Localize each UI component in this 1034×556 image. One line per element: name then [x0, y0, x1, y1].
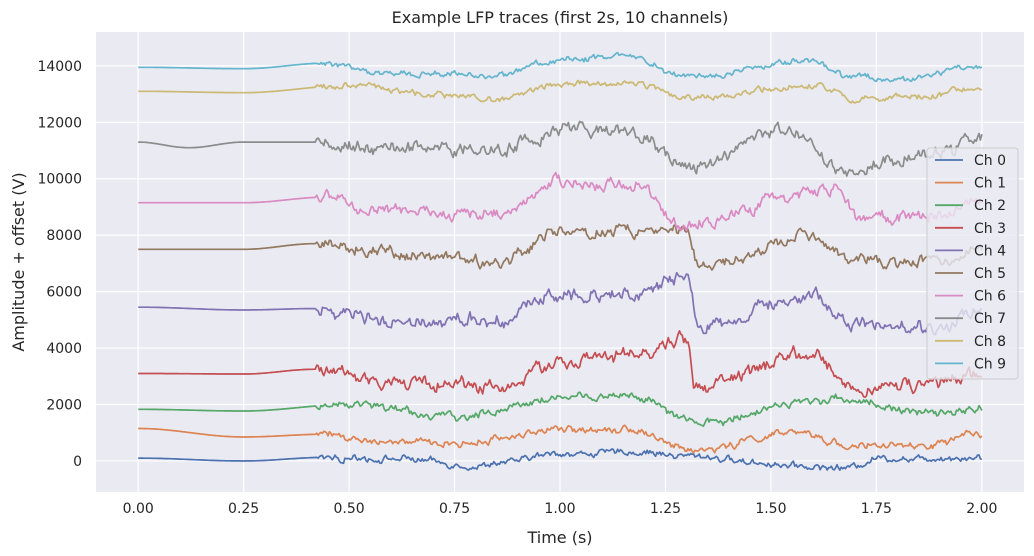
trace-line-ch-5	[138, 223, 983, 271]
legend-label: Ch 5	[974, 266, 1006, 282]
legend-label: Ch 6	[974, 289, 1006, 305]
x-tick-labels: 0.00 0.25 0.50 0.75 1.00 1.25 1.50 1.75 2.00	[123, 501, 998, 517]
y-tick-labels: 0 2000 4000 6000 8000 10000 12000 14000	[37, 59, 82, 470]
x-tick-label: 1.75	[861, 501, 892, 517]
legend-label: Ch 4	[974, 243, 1006, 259]
trace-line-ch-9	[138, 51, 983, 83]
x-tick-label: 2.00	[966, 501, 997, 517]
trace-line-ch-2	[138, 391, 983, 427]
x-gridlines	[137, 32, 983, 492]
chart-title: Example LFP traces (first 2s, 10 channel…	[392, 8, 729, 27]
x-axis-label: Time (s)	[526, 528, 592, 547]
x-tick-label: 0.50	[334, 501, 365, 517]
y-tick-label: 8000	[46, 228, 82, 244]
trace-line-ch-3	[138, 330, 983, 399]
y-tick-label: 0	[73, 454, 82, 470]
y-tick-label: 10000	[37, 172, 82, 188]
trace-line-ch-1	[138, 424, 983, 454]
legend-label: Ch 2	[974, 198, 1006, 214]
legend-label: Ch 7	[974, 311, 1006, 327]
y-tick-label: 6000	[46, 285, 82, 301]
x-tick-label: 0.25	[228, 501, 259, 517]
trace-lines	[138, 51, 983, 471]
trace-line-ch-4	[138, 271, 983, 336]
y-tick-label: 2000	[46, 398, 82, 414]
legend-label: Ch 1	[974, 176, 1006, 192]
x-tick-label: 1.25	[650, 501, 681, 517]
chart-legend: Ch 0 Ch 1 Ch 2 Ch 3 Ch 4 Ch 5 Ch 6 Ch 7 Ch 8 Ch 9	[926, 147, 1019, 380]
trace-line-ch-6	[138, 171, 983, 232]
x-tick-label: 1.50	[755, 501, 786, 517]
trace-line-ch-8	[138, 79, 982, 104]
x-tick-label: 1.00	[544, 501, 575, 517]
x-tick-label: 0.75	[439, 501, 470, 517]
legend-label: Ch 8	[974, 334, 1006, 350]
trace-line-ch-0	[138, 448, 983, 471]
legend-label: Ch 9	[974, 356, 1006, 372]
y-tick-label: 4000	[46, 341, 82, 357]
legend-label: Ch 3	[974, 221, 1006, 237]
y-tick-label: 14000	[37, 59, 82, 75]
legend-label: Ch 0	[974, 153, 1006, 169]
legend-entries: Ch 0 Ch 1 Ch 2 Ch 3 Ch 4 Ch 5 Ch 6 Ch 7 Ch 8 Ch 9	[935, 153, 1006, 372]
y-tick-label: 12000	[37, 115, 82, 131]
y-axis-label: Amplitude + offset (V)	[9, 172, 28, 351]
x-tick-label: 0.00	[123, 501, 154, 517]
trace-line-ch-7	[138, 120, 983, 177]
